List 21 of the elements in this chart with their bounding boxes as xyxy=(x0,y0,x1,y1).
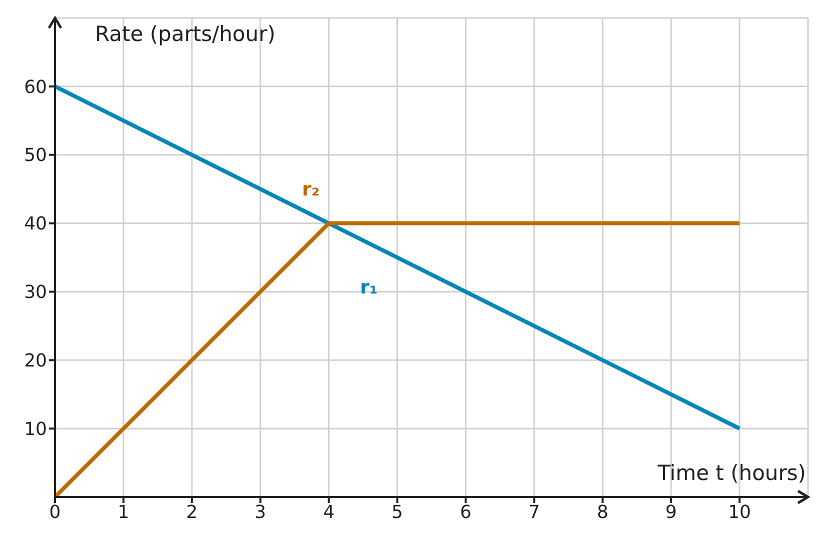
x-tick-label: 6 xyxy=(460,502,472,523)
y-tick-label: 20 xyxy=(24,350,47,372)
y-tick-label: 30 xyxy=(24,282,47,304)
y-tick-label: 60 xyxy=(24,76,47,98)
y-axis-title: Rate (parts/hour) xyxy=(95,22,276,46)
x-tick-label: 3 xyxy=(254,502,266,523)
x-tick-label: 2 xyxy=(186,502,198,523)
series-label: r₂ xyxy=(302,178,320,200)
x-tick-label: 4 xyxy=(323,502,335,523)
x-tick-label: 10 xyxy=(728,502,751,523)
x-axis-title: Time t (hours) xyxy=(658,461,806,485)
x-tick-label: 7 xyxy=(528,502,540,523)
x-tick-label: 0 xyxy=(49,502,61,523)
y-tick-label: 50 xyxy=(24,145,47,166)
x-tick-label: 8 xyxy=(596,502,608,523)
x-tick-label: 5 xyxy=(392,502,403,523)
x-tick-label: 1 xyxy=(118,502,130,523)
series-label: r₁ xyxy=(360,276,378,298)
y-tick-label: 40 xyxy=(24,214,47,235)
y-tick-label: 10 xyxy=(24,418,47,440)
x-tick-label: 9 xyxy=(665,502,677,523)
